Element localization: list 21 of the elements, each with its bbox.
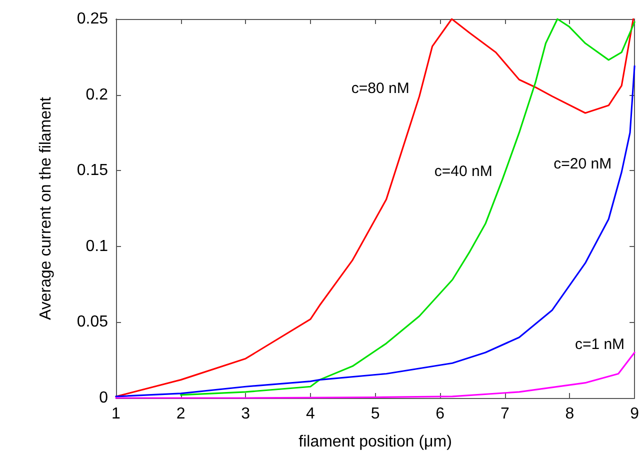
y-tick-label: 0 [99, 390, 108, 406]
x-tick-label: 3 [241, 406, 250, 422]
series-label: c=40 nM [434, 163, 492, 180]
x-tick-label: 6 [436, 406, 445, 422]
y-tick-label: 0.2 [86, 86, 108, 104]
x-tick-label: 5 [370, 406, 380, 422]
y-tick-label: 0.1 [86, 238, 108, 255]
x-axis-title: filament position (μm) [298, 434, 452, 450]
x-tick-label: 8 [565, 406, 574, 422]
series-label: c=1 nM [574, 336, 625, 354]
series-label: c=20 nM [554, 156, 612, 173]
series-label: c=80 nM [351, 80, 410, 97]
x-tick-label: 7 [500, 406, 510, 422]
x-tick-label: 1 [112, 406, 121, 422]
y-tick-label: 0.25 [76, 10, 108, 28]
x-tick-label: 2 [176, 406, 186, 422]
x-tick-label: 9 [630, 406, 640, 422]
y-axis-title: Average current on the filament [38, 96, 54, 320]
y-tick-label: 0.05 [76, 314, 108, 331]
x-tick-label: 4 [306, 406, 316, 422]
y-tick-label: 0.15 [76, 162, 108, 180]
